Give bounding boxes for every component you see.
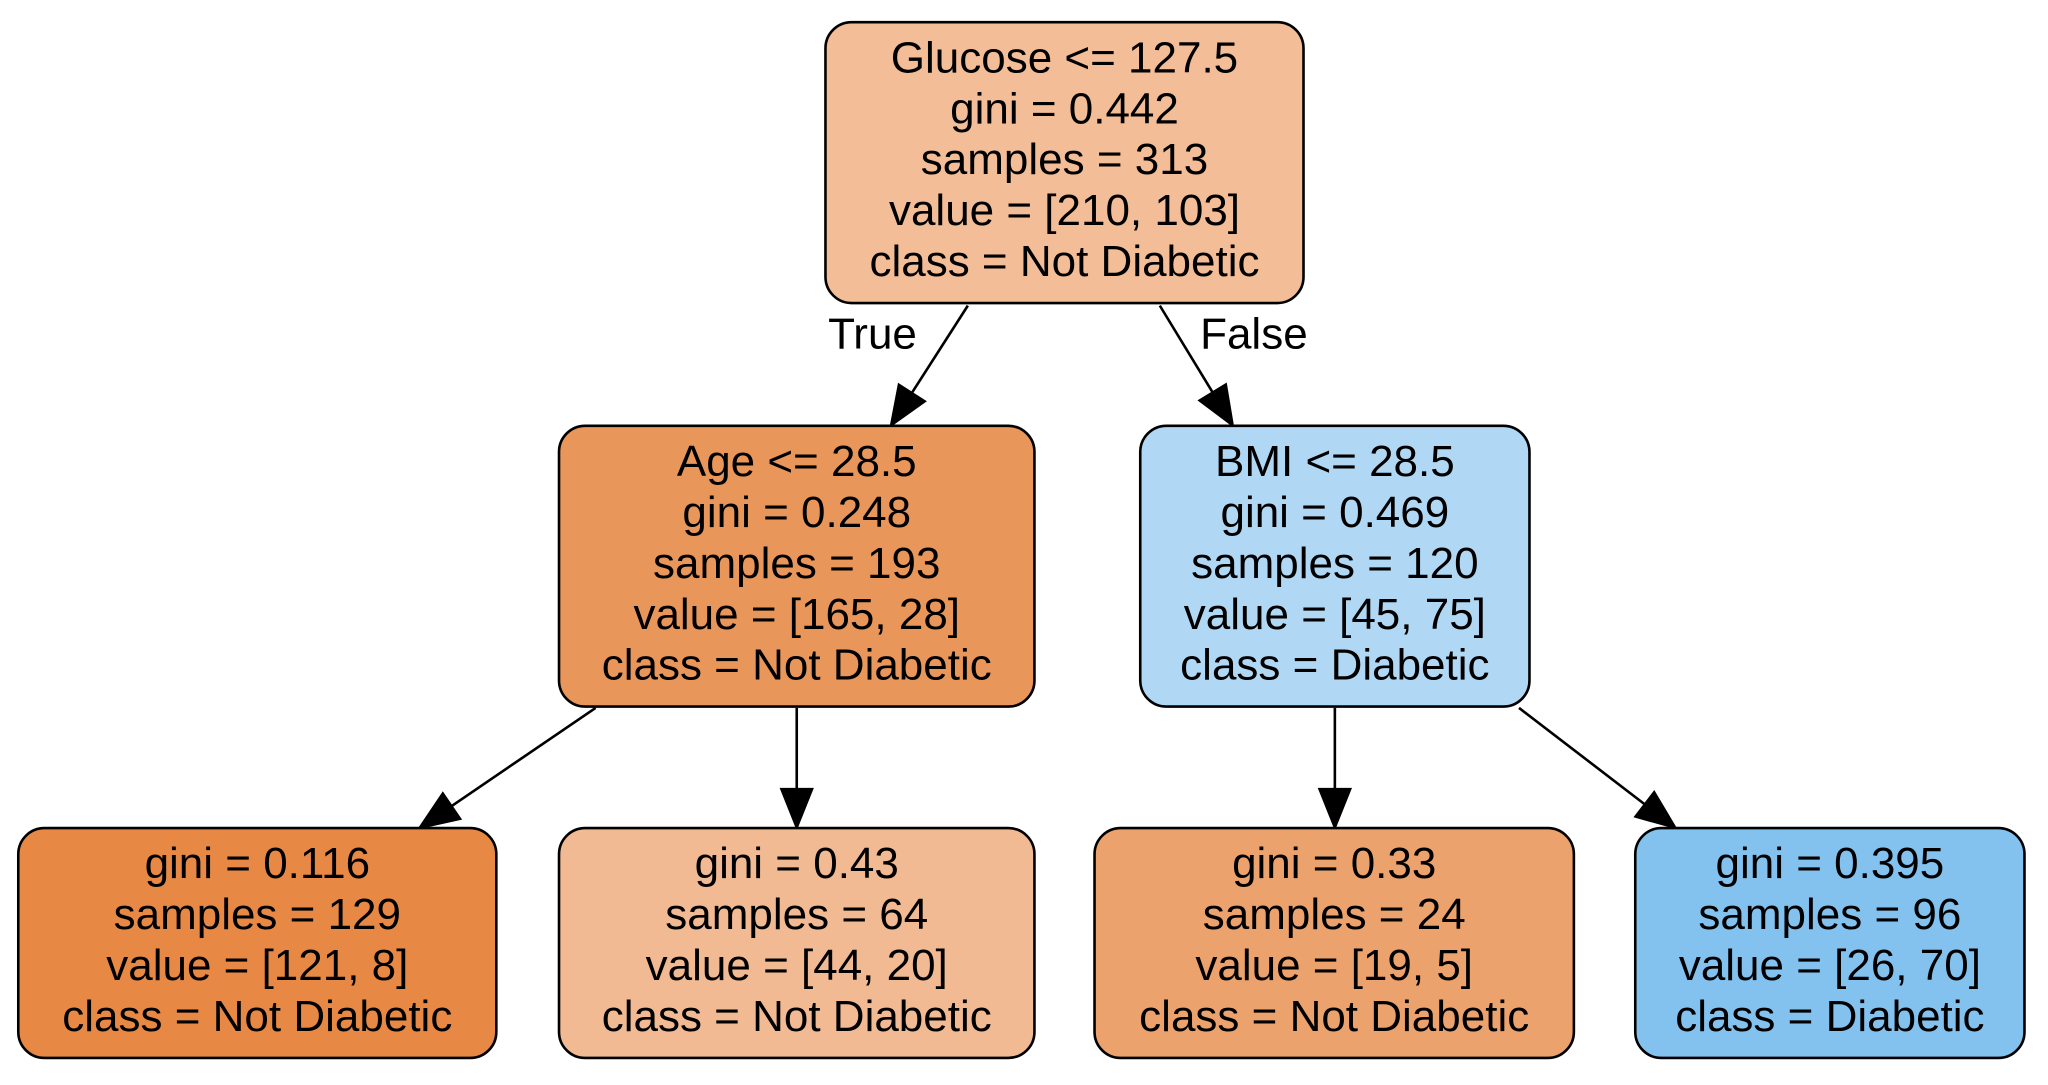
node-box xyxy=(1633,826,2026,1060)
node-line: class = Not Diabetic xyxy=(62,992,452,1041)
arrowhead xyxy=(779,787,814,831)
node-line: gini = 0.248 xyxy=(682,488,911,537)
node-box xyxy=(16,826,498,1060)
node-line: samples = 193 xyxy=(653,539,940,588)
edge-label: True xyxy=(828,310,917,359)
node-line: samples = 120 xyxy=(1191,539,1478,588)
node-line: samples = 129 xyxy=(114,890,401,939)
edge-bmi-split-to-leaf-4 xyxy=(1518,706,1678,830)
node-line: Age <= 28.5 xyxy=(677,437,917,486)
arrowhead xyxy=(417,791,463,830)
node-line: value = [26, 70] xyxy=(1679,941,1981,990)
node-line: value = [210, 103] xyxy=(889,186,1240,235)
arrowhead xyxy=(1633,790,1678,830)
node-line: value = [19, 5] xyxy=(1195,941,1473,990)
node-box xyxy=(1138,424,1531,708)
edge-line xyxy=(910,304,969,394)
node-box xyxy=(557,424,1036,708)
node-line: gini = 0.395 xyxy=(1716,839,1945,888)
edge-root-to-age-split: True xyxy=(828,304,969,429)
edge-age-split-to-leaf-1 xyxy=(417,706,597,830)
edge-bmi-split-to-leaf-3 xyxy=(1317,707,1353,831)
node-line: BMI <= 28.5 xyxy=(1215,437,1455,486)
node-line: value = [44, 20] xyxy=(646,941,948,990)
edges-layer: True False xyxy=(417,304,1678,831)
arrowhead xyxy=(1197,382,1235,429)
node-line: gini = 0.469 xyxy=(1220,488,1449,537)
node-line: samples = 313 xyxy=(921,135,1208,184)
node-line: gini = 0.442 xyxy=(950,84,1179,133)
node-line: samples = 96 xyxy=(1698,890,1961,939)
node-line: value = [165, 28] xyxy=(633,590,960,639)
node-line: class = Not Diabetic xyxy=(602,992,992,1041)
node-line: gini = 0.43 xyxy=(695,839,899,888)
edge-age-split-to-leaf-2 xyxy=(779,707,814,831)
node-line: samples = 24 xyxy=(1203,890,1466,939)
node-line: Glucose <= 127.5 xyxy=(891,33,1238,82)
node-box xyxy=(557,826,1036,1060)
node-box xyxy=(1093,826,1576,1060)
node-box xyxy=(824,20,1305,305)
node-line: samples = 64 xyxy=(665,890,928,939)
node-line: class = Not Diabetic xyxy=(602,641,992,690)
node-line: gini = 0.116 xyxy=(145,839,370,888)
arrowhead xyxy=(889,382,927,429)
edge-label: False xyxy=(1200,310,1308,359)
edge-line xyxy=(1158,304,1214,394)
node-line: value = [45, 75] xyxy=(1184,590,1486,639)
arrowhead xyxy=(1317,787,1353,831)
edge-line xyxy=(1518,706,1646,806)
node-line: gini = 0.33 xyxy=(1232,839,1436,888)
edge-line xyxy=(450,706,597,808)
node-line: value = [121, 8] xyxy=(106,941,408,990)
node-line: class = Not Diabetic xyxy=(869,237,1259,286)
node-line: class = Not Diabetic xyxy=(1139,992,1529,1041)
node-line: class = Diabetic xyxy=(1675,992,1984,1041)
node-line: class = Diabetic xyxy=(1180,641,1489,690)
edge-root-to-bmi-split: False xyxy=(1158,304,1308,429)
